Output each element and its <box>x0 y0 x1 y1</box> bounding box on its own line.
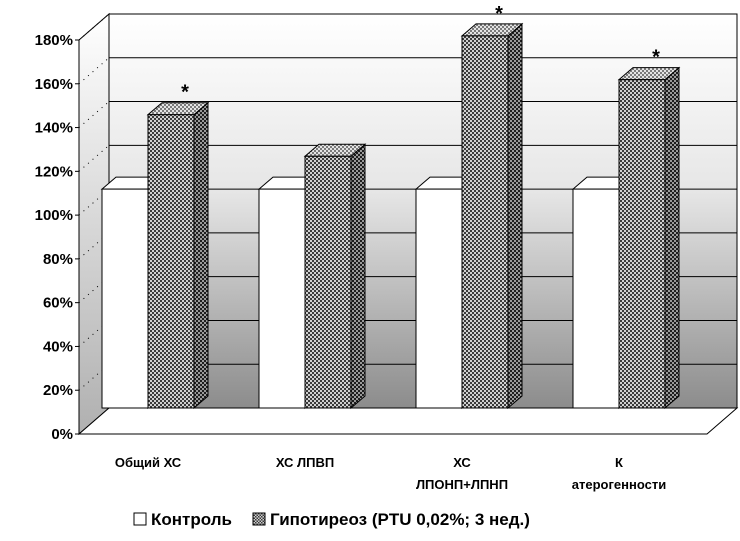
gridline-depth <box>78 144 110 172</box>
y-tick-label: 140% <box>35 120 73 137</box>
y-tick-label: 100% <box>35 207 73 224</box>
legend-swatch-hypothyroidism <box>252 512 266 526</box>
bar-front <box>618 79 666 409</box>
bar-side <box>193 101 209 410</box>
gridline-depth <box>78 188 110 216</box>
bar-hypothyroidism <box>303 143 367 410</box>
legend-item-hypothyroidism: Гипотиреоз (PTU 0,02%; 3 нед.) <box>252 510 530 529</box>
gridline-depth <box>78 13 110 41</box>
y-tick-label: 40% <box>43 338 73 355</box>
significance-star: * <box>652 47 660 69</box>
bar-side <box>507 22 523 410</box>
significance-markers: * * * <box>181 3 660 104</box>
gridline-depth <box>78 276 110 304</box>
significance-star: * <box>181 82 189 104</box>
floor <box>77 407 739 435</box>
bar-front <box>101 188 149 409</box>
x-axis-labels: Общий ХС ХС ЛПВП ХС ЛПОНП+ЛПНП К атерогенност… <box>115 455 666 492</box>
x-tick-label: Общий ХС <box>115 455 182 470</box>
significance-star: * <box>495 3 503 25</box>
legend: Контроль Гипотиреоз (PTU 0,02%; 3 нед.) <box>133 510 530 529</box>
bar-front <box>461 35 509 409</box>
y-tick-label: 60% <box>43 295 73 312</box>
gridline-depth <box>78 232 110 260</box>
bar-front <box>415 188 463 409</box>
y-tick-label: 20% <box>43 382 73 399</box>
bar-side <box>350 143 366 410</box>
y-axis: 0% 20% 40% 60% 80% 100% 120% 140% 160% 180% <box>35 32 80 443</box>
gridline-depth <box>78 320 110 347</box>
x-tick-label: ХС ЛПВП <box>276 455 334 470</box>
y-tick-label: 120% <box>35 163 73 180</box>
gridline-depth <box>78 101 110 128</box>
y-tick-label: 80% <box>43 251 73 268</box>
gridline-depth <box>78 363 110 391</box>
bar-front <box>572 188 620 409</box>
bar-front <box>258 188 306 409</box>
bar-side <box>664 66 680 410</box>
legend-label-hypothyroidism: Гипотиреоз (PTU 0,02%; 3 нед.) <box>270 510 530 529</box>
bar-hypothyroidism <box>146 101 210 410</box>
x-tick-label: ХС ЛПОНП+ЛПНП <box>416 455 508 492</box>
legend-swatch-control <box>133 512 147 526</box>
gridline-depth <box>78 57 110 85</box>
legend-label-control: Контроль <box>151 510 232 529</box>
y-tick-label: 180% <box>35 32 73 49</box>
bar-hypothyroidism <box>617 66 681 410</box>
legend-item-control: Контроль <box>133 510 232 529</box>
bar-front <box>147 114 195 409</box>
y-tick-label: 0% <box>51 426 73 443</box>
bars <box>100 22 681 410</box>
y-tick-label: 160% <box>35 76 73 93</box>
bar-front <box>304 155 352 409</box>
bar-hypothyroidism <box>460 22 524 410</box>
